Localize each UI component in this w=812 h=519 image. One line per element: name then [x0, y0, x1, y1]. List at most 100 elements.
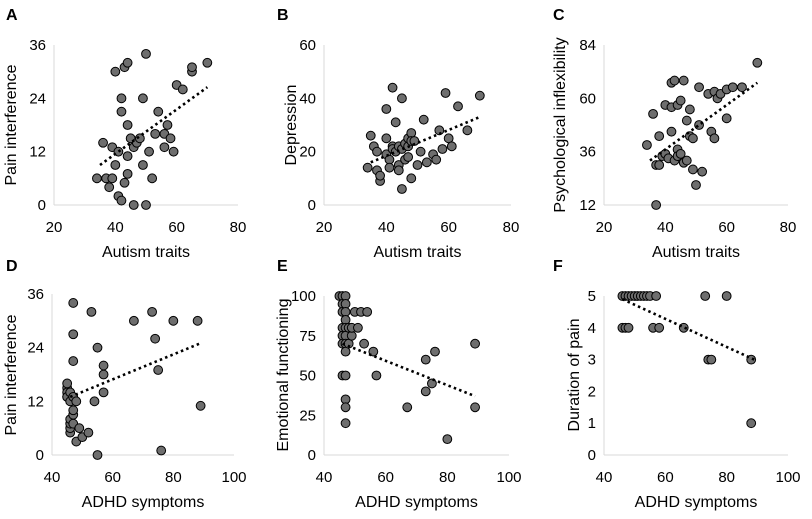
x-tick-label: 40 [657, 219, 674, 236]
data-point [162, 120, 173, 130]
x-tick-label: 60 [657, 469, 674, 486]
x-tick-label: 40 [596, 469, 613, 486]
x-tick-label: 80 [503, 219, 520, 236]
y-axis-title: Pain interference [3, 314, 20, 435]
data-point [113, 146, 124, 157]
data-point [156, 445, 167, 456]
data-point [437, 144, 448, 154]
data-point [440, 88, 451, 98]
panel-a: 0 12 24 36 20 40 60 80 Autism traits Pain interfe… [3, 7, 246, 261]
x-tick-label: 40 [378, 219, 395, 236]
data-point [92, 342, 103, 353]
data-point [384, 154, 395, 165]
data-point [150, 333, 161, 344]
data-point [470, 338, 480, 349]
data-point [681, 155, 692, 166]
data-point [372, 146, 382, 157]
data-point [141, 48, 151, 59]
data-point [675, 95, 686, 106]
y-tick-label: 0 [36, 447, 44, 464]
data-point [684, 104, 695, 115]
x-axis-title: ADHD symptoms [355, 494, 478, 511]
data-point [737, 82, 747, 93]
data-point [381, 104, 392, 114]
data-point [122, 168, 133, 179]
data-point [681, 115, 692, 126]
data-point [727, 82, 738, 93]
data-point [362, 162, 373, 173]
data-point [387, 82, 398, 93]
data-point [694, 82, 704, 93]
data-point [98, 360, 109, 371]
data-point [393, 165, 404, 176]
data-point [165, 133, 176, 144]
data-point [147, 173, 158, 184]
y-tick-label: 1 [588, 415, 596, 432]
y-tick-label: 12 [29, 144, 46, 161]
data-point [122, 57, 133, 68]
data-point [104, 182, 115, 193]
data-point [116, 93, 127, 104]
data-point [654, 160, 665, 170]
data-point [68, 405, 79, 416]
panel-label: D [6, 258, 18, 275]
data-point [83, 427, 94, 438]
data-point [98, 137, 108, 148]
y-tick-label: 12 [27, 393, 44, 410]
x-tick-label: 40 [107, 219, 124, 236]
x-tick-label: 80 [439, 469, 456, 486]
data-point [116, 106, 127, 117]
data-point [150, 128, 161, 139]
y-tick-label: 60 [579, 90, 596, 107]
x-tick-label: 80 [230, 219, 247, 236]
panel-f: 0 1 2 3 4 5 40 60 80 100 ADHD symptoms Duration of … [553, 258, 801, 511]
data-point [431, 154, 442, 165]
y-tick-label: 84 [579, 37, 596, 54]
x-axis-title: Autism traits [102, 244, 190, 261]
data-point [675, 148, 686, 159]
y-tick-label: 5 [588, 288, 596, 305]
y-tick-label: 75 [299, 328, 316, 345]
y-tick-label: 0 [38, 197, 46, 214]
data-point [68, 329, 79, 340]
data-point [648, 108, 658, 119]
data-point [691, 180, 701, 190]
y-tick-label: 3 [588, 352, 596, 369]
data-point [365, 130, 376, 141]
data-point [110, 66, 121, 77]
data-point [202, 57, 213, 68]
data-point [406, 128, 417, 138]
data-point [159, 142, 170, 153]
x-tick-label: 100 [221, 469, 246, 486]
data-point [446, 141, 457, 152]
data-point [642, 140, 652, 150]
panel-label: E [277, 258, 288, 275]
data-point [700, 291, 711, 301]
data-point [623, 322, 634, 333]
data-point [474, 90, 485, 101]
data-point [442, 434, 453, 445]
data-point [371, 370, 382, 381]
data-point [669, 75, 680, 86]
data-point [384, 162, 395, 173]
data-point [340, 402, 351, 413]
data-point [654, 131, 665, 142]
data-point [654, 322, 665, 333]
data-point [746, 418, 757, 429]
data-point [359, 338, 369, 349]
y-axis-title: Depression [283, 85, 300, 166]
data-point [746, 354, 757, 365]
x-axis-title: ADHD symptoms [82, 494, 205, 511]
y-tick-label: 60 [299, 37, 316, 54]
y-tick-label: 36 [579, 144, 596, 161]
panel-label: B [277, 7, 289, 24]
data-point [651, 200, 662, 210]
y-tick-label: 0 [308, 447, 316, 464]
panel-c: 12 36 60 84 20 40 60 80 Autism traits Psychologic… [552, 7, 796, 261]
data-point [651, 291, 662, 301]
data-point [128, 200, 139, 210]
y-tick-label: 2 [588, 383, 596, 400]
x-tick-label: 20 [46, 219, 63, 236]
data-point [195, 400, 206, 411]
